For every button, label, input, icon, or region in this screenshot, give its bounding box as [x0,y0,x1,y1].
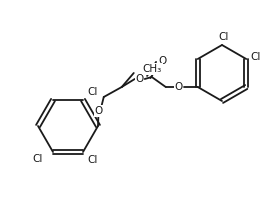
Text: O: O [95,106,103,116]
Text: O: O [159,56,167,66]
Text: Cl: Cl [250,52,260,62]
Text: CH₃: CH₃ [143,64,162,74]
Text: Cl: Cl [87,155,97,165]
Text: O: O [175,82,183,92]
Text: Cl: Cl [33,154,43,164]
Text: Cl: Cl [219,32,229,42]
Text: O: O [136,74,144,84]
Text: Cl: Cl [87,87,97,97]
